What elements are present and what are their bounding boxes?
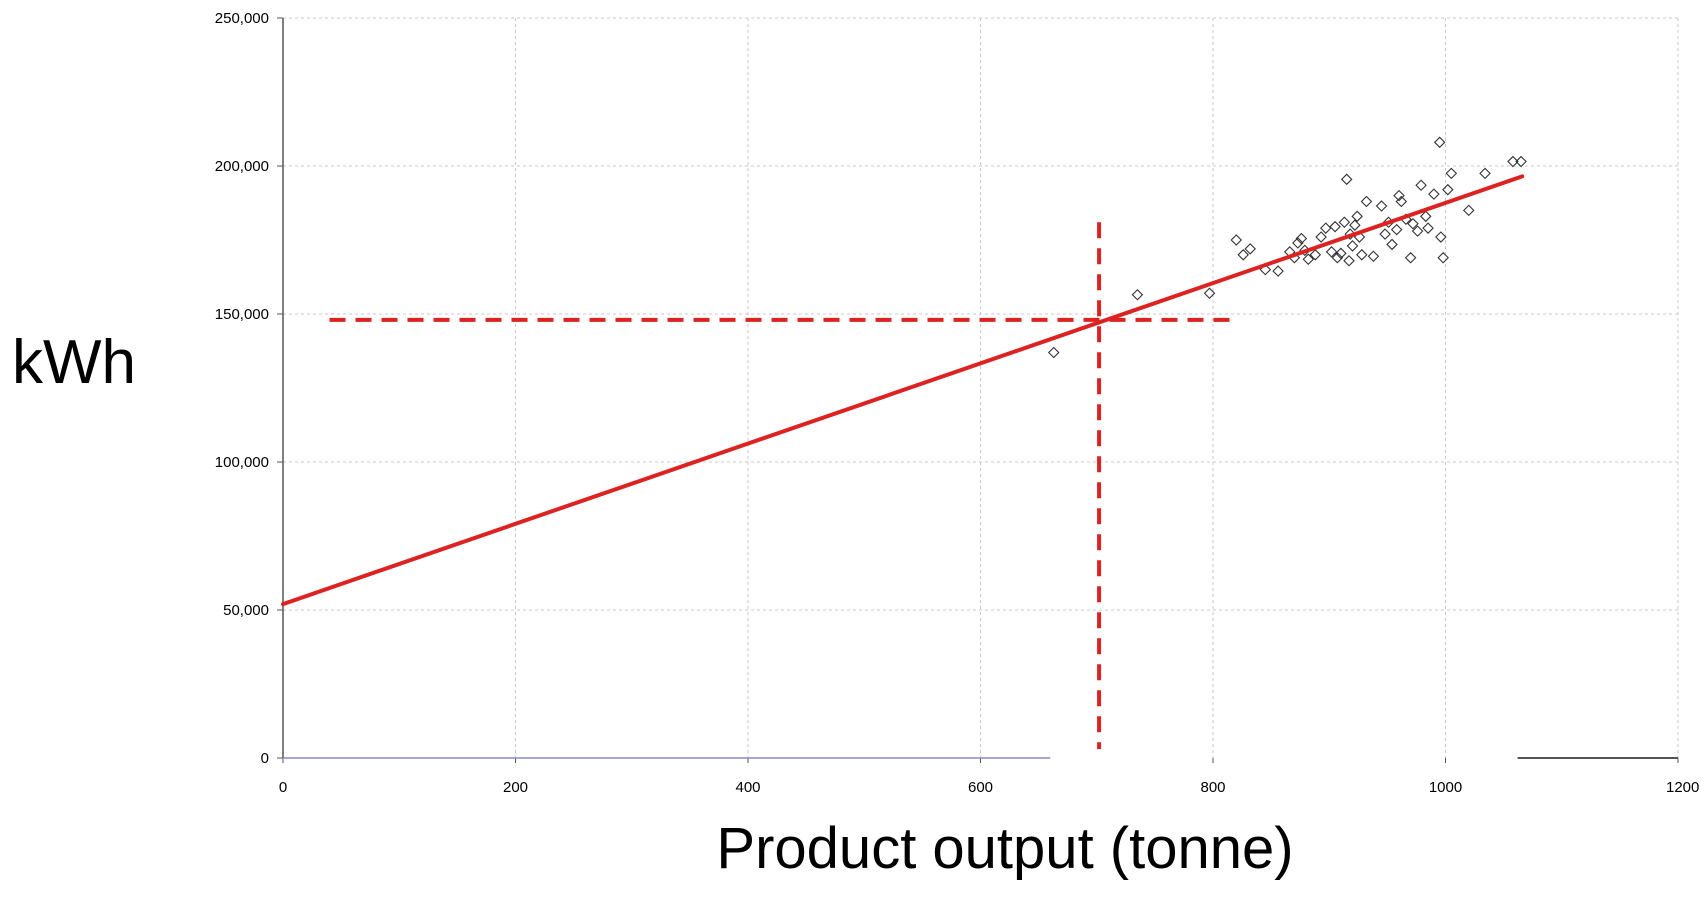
data-point xyxy=(1507,155,1519,168)
data-point xyxy=(1244,243,1256,255)
data-point xyxy=(1331,251,1344,264)
x-tick-label: 1000 xyxy=(1429,779,1462,796)
fit-line xyxy=(281,174,1525,607)
data-point xyxy=(1379,228,1391,240)
reference-lines xyxy=(329,222,1237,750)
x-tick-label: 0 xyxy=(279,779,287,796)
data-point xyxy=(1203,287,1216,300)
data-point xyxy=(1433,136,1446,149)
data-point xyxy=(1346,240,1359,252)
y-tick-label: 250,000 xyxy=(215,10,269,27)
y-tick-label: 0 xyxy=(261,750,269,767)
data-point xyxy=(1338,216,1351,229)
data-point xyxy=(1237,249,1250,261)
y-tick-label: 50,000 xyxy=(223,602,269,619)
data-point xyxy=(1479,167,1491,180)
data-point xyxy=(1515,155,1527,168)
data-point xyxy=(1360,195,1373,208)
data-point xyxy=(1325,246,1338,258)
data-point xyxy=(1047,346,1060,359)
y-tick-label: 150,000 xyxy=(215,306,269,323)
x-tick-label: 1200 xyxy=(1666,779,1699,796)
x-tick-labels: 0 200 400 600 800 1000 1200 xyxy=(279,779,1700,796)
data-point xyxy=(1351,210,1363,223)
data-point xyxy=(1390,223,1403,236)
data-point xyxy=(1343,254,1355,267)
data-point xyxy=(1292,237,1304,249)
data-point xyxy=(1442,183,1454,196)
data-point xyxy=(1335,247,1347,260)
y-tick-labels: 0 50,000 100,000 150,000 200,000 250,000 xyxy=(215,10,269,767)
data-point xyxy=(1356,249,1368,261)
x-tick-label: 400 xyxy=(735,779,760,796)
y-axis-label: kWh xyxy=(12,328,136,397)
data-point xyxy=(1428,188,1440,200)
x-tick-label: 600 xyxy=(968,779,993,796)
x-axis-label: Product output (tonne) xyxy=(716,816,1293,881)
data-point xyxy=(1302,253,1315,266)
data-point xyxy=(1462,204,1475,217)
data-point xyxy=(1415,179,1427,192)
x-tick-label: 800 xyxy=(1200,779,1225,796)
data-point xyxy=(1445,167,1458,180)
data-point xyxy=(1367,250,1380,263)
data-point xyxy=(1395,195,1408,208)
data-point xyxy=(1407,217,1419,230)
data-point xyxy=(1375,200,1388,212)
axes xyxy=(277,17,1679,763)
regression-line xyxy=(281,174,1525,607)
data-point xyxy=(1329,220,1341,233)
x-tick-label: 200 xyxy=(503,779,528,796)
data-point xyxy=(1437,251,1449,264)
data-point xyxy=(1344,228,1356,240)
data-point xyxy=(1422,222,1434,234)
scatter-points xyxy=(1047,136,1527,359)
grid-lines xyxy=(283,17,1679,758)
y-tick-label: 100,000 xyxy=(215,454,269,471)
data-point xyxy=(1435,231,1447,243)
data-point xyxy=(1386,238,1398,251)
data-point xyxy=(1295,232,1308,245)
data-point xyxy=(1272,265,1284,277)
data-point xyxy=(1319,222,1332,234)
y-tick-label: 200,000 xyxy=(215,158,269,175)
data-point xyxy=(1349,219,1361,231)
data-point xyxy=(1131,288,1144,301)
data-point xyxy=(1315,231,1327,243)
data-point xyxy=(1419,210,1432,223)
data-point xyxy=(1404,251,1417,264)
data-point xyxy=(1411,225,1424,237)
data-point xyxy=(1340,173,1353,186)
data-point xyxy=(1393,189,1405,202)
data-point xyxy=(1309,249,1322,261)
data-point xyxy=(1230,234,1243,246)
